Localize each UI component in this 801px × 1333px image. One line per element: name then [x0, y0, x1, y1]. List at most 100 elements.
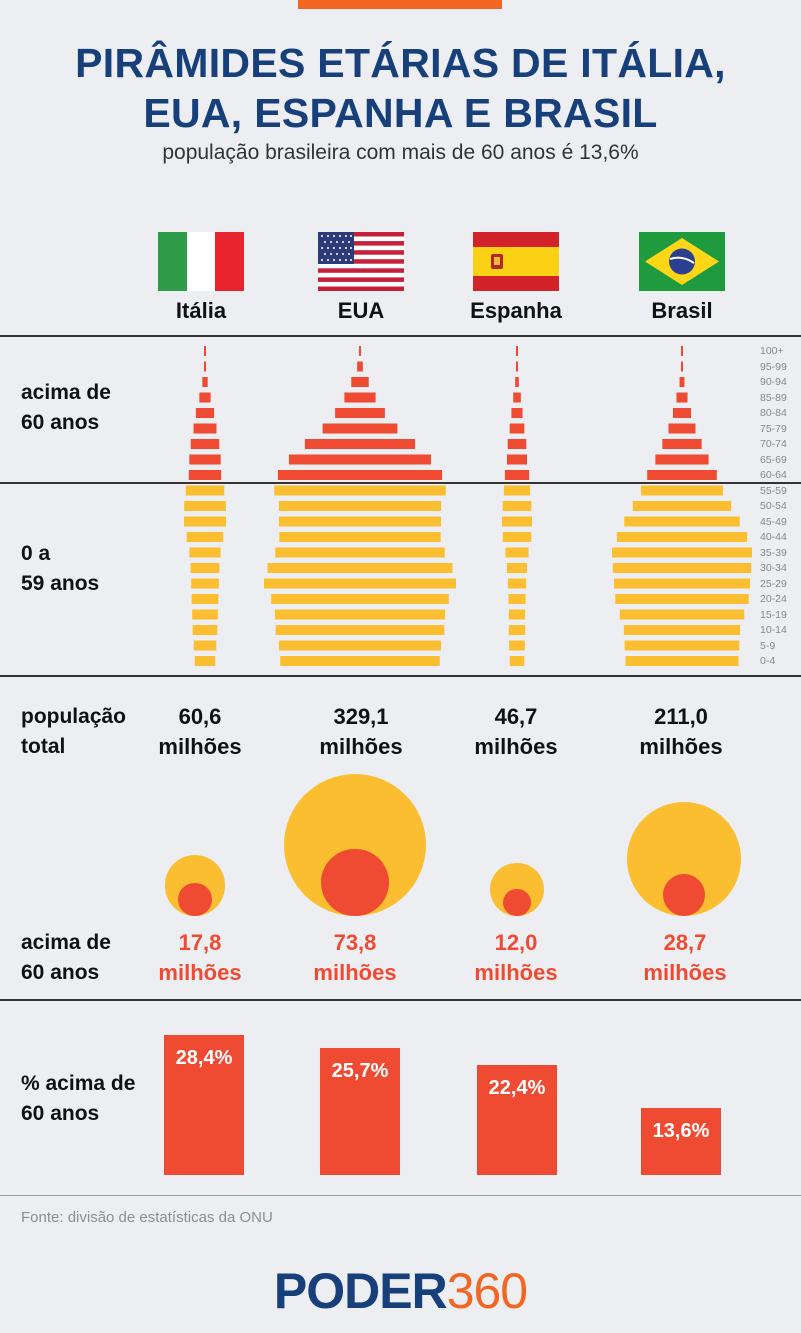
- row-label-above60: acima de 60 anos: [21, 381, 111, 434]
- age-label-20-24: 20-24: [760, 593, 787, 605]
- pyramid-bar-EUA-70-74: [304, 439, 416, 449]
- pyramid-bar-EUA-60-64: [277, 470, 443, 480]
- pyramid-bar-Espanha-40-44: [502, 532, 532, 542]
- pyramid-bar-EUA-25-29: [264, 578, 456, 589]
- age-label-50-54: 50-54: [760, 500, 787, 512]
- pyramid-bar-Itália-35-39: [189, 547, 221, 558]
- percent-bar-Espanha: 22,4%: [477, 1064, 557, 1175]
- pyramid-bar-Espanha-10-14: [508, 625, 526, 635]
- pyramid-bar-EUA-0-4: [280, 656, 440, 666]
- pyramid-bar-EUA-80-84: [335, 408, 385, 418]
- source-note: Fonte: divisão de estatísticas da ONU: [21, 1209, 273, 1226]
- population-total-espanha: 46,7 milhões: [474, 704, 558, 759]
- top-accent-bar: [298, 0, 502, 9]
- pyramid-bar-Itália-95-99: [204, 361, 206, 372]
- pyramid-bar-Brasil-90-94: [679, 377, 685, 387]
- age-label-70-74: 70-74: [760, 438, 787, 450]
- pyramid-bar-Brasil-40-44: [616, 532, 748, 542]
- pyramid-bar-EUA-20-24: [271, 594, 449, 604]
- divider: [0, 482, 801, 484]
- pyramid-bar-Espanha-5-9: [509, 640, 525, 651]
- pyramid-bar-Espanha-65-69: [507, 454, 527, 465]
- pyramid-bar-Itália-40-44: [186, 532, 224, 542]
- above60-population-bubble: [178, 882, 212, 916]
- spain-flag-icon: [473, 232, 559, 291]
- pyramid-bar-Espanha-70-74: [507, 439, 527, 449]
- age-label-45-49: 45-49: [760, 515, 787, 528]
- percent-label: 22,4%: [488, 1076, 546, 1099]
- italy-flag-icon: [158, 232, 244, 291]
- pyramid-bar-Brasil-100+: [681, 346, 683, 356]
- percent-label: 25,7%: [331, 1060, 389, 1083]
- pyramid-bar-Brasil-0-4: [625, 656, 739, 666]
- pyramid-bar-Brasil-45-49: [624, 516, 740, 527]
- pyramid-bar-Brasil-35-39: [612, 547, 752, 558]
- pyramid-bar-Itália-90-94: [202, 377, 208, 387]
- pyramid-bar-Itália-55-59: [185, 485, 225, 496]
- poder360-logo: PODER360: [273, 1263, 528, 1319]
- pyramid-bar-Brasil-80-84: [672, 408, 692, 418]
- pyramid-bar-Espanha-95-99: [516, 361, 518, 372]
- pyramid-bar-Itália-25-29: [191, 578, 219, 589]
- title-line-1: PIRÂMIDES ETÁRIAS DE ITÁLIA,: [75, 40, 726, 86]
- pyramid-bar-EUA-65-69: [288, 454, 432, 465]
- percent-label: 13,6%: [652, 1119, 710, 1142]
- population-total-brasil: 211,0 milhões: [639, 704, 723, 759]
- age-label-35-39: 35-39: [760, 546, 787, 559]
- pyramid-bar-Espanha-80-84: [511, 408, 523, 418]
- pyramid-bar-Itália-15-19: [192, 609, 218, 620]
- pyramid-bar-Espanha-60-64: [504, 470, 530, 480]
- title-line-2: EUA, ESPANHA E BRASIL: [143, 90, 658, 136]
- pyramid-bar-EUA-75-79: [322, 423, 398, 434]
- divider: [0, 1195, 801, 1196]
- age-label-15-19: 15-19: [760, 608, 787, 621]
- pyramid-bar-Espanha-20-24: [508, 594, 526, 604]
- pyramid-bar-Itália-60-64: [188, 470, 222, 480]
- age-label-40-44: 40-44: [760, 531, 787, 543]
- pyramid-bar-Espanha-25-29: [507, 578, 527, 589]
- pyramid-bar-Itália-65-69: [189, 454, 221, 465]
- pyramid-bar-EUA-85-89: [344, 392, 376, 403]
- pyramid-bar-Brasil-65-69: [655, 454, 709, 465]
- pyramid-bar-Brasil-70-74: [662, 439, 702, 449]
- country-name-italia: Itália: [175, 298, 227, 323]
- pyramid-bar-Brasil-50-54: [632, 501, 732, 511]
- pyramid-bar-EUA-100+: [359, 346, 361, 356]
- row-label-below60: 0 a 59 anos: [21, 542, 100, 595]
- country-name-brasil: Brasil: [651, 298, 713, 323]
- pyramid-bar-Brasil-95-99: [681, 361, 683, 372]
- pyramid-bar-Espanha-55-59: [503, 485, 531, 496]
- pyramid-bar-Espanha-85-89: [513, 392, 521, 403]
- pyramid-bar-EUA-50-54: [278, 501, 442, 511]
- percent-bar-Itália: 28,4%: [164, 1035, 244, 1175]
- divider: [0, 675, 801, 677]
- pyramid-bar-Espanha-30-34: [507, 563, 527, 573]
- country-name-espanha: Espanha: [470, 298, 562, 323]
- pyramid-bar-Itália-80-84: [195, 408, 215, 418]
- age-label-60-64: 60-64: [760, 469, 787, 481]
- population-total-eua: 329,1 milhões: [319, 704, 403, 759]
- pyramid-bar-EUA-95-99: [357, 361, 363, 372]
- age-label-100+: 100+: [760, 345, 784, 357]
- pyramid-bar-Itália-20-24: [191, 594, 219, 604]
- pyramid-bar-Espanha-75-79: [509, 423, 525, 434]
- age-label-80-84: 80-84: [760, 407, 787, 419]
- above60-count-eua: 73,8 milhões: [313, 930, 397, 985]
- percent-bar-Brasil: 13,6%: [641, 1107, 721, 1175]
- age-label-10-14: 10-14: [760, 624, 787, 636]
- pyramid-bar-EUA-90-94: [351, 377, 369, 387]
- brazil-flag-icon: [639, 232, 725, 291]
- pyramid-bar-Espanha-35-39: [505, 547, 529, 558]
- row-label-above60-count: acima de 60 anos: [21, 931, 111, 984]
- pyramid-bar-Espanha-50-54: [502, 501, 532, 511]
- age-label-25-29: 25-29: [760, 577, 787, 590]
- age-label-30-34: 30-34: [760, 562, 787, 574]
- pyramid-bar-Espanha-15-19: [508, 609, 526, 620]
- above60-count-brasil: 28,7 milhões: [643, 930, 727, 985]
- above60-count-italia: 17,8 milhões: [158, 930, 242, 985]
- percent-bar-EUA: 25,7%: [320, 1048, 400, 1175]
- age-label-0-4: 0-4: [760, 655, 776, 667]
- percent-label: 28,4%: [175, 1047, 233, 1069]
- country-name-eua: EUA: [337, 298, 385, 323]
- pyramid-bar-Itália-10-14: [192, 625, 218, 635]
